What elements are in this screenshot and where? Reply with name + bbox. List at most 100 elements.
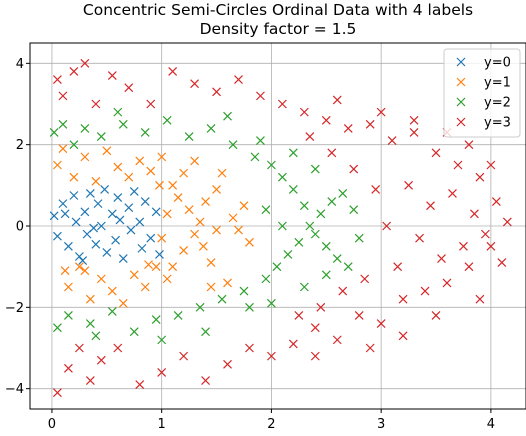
data-point bbox=[107, 71, 117, 80]
data-point bbox=[157, 233, 167, 243]
data-point bbox=[256, 136, 265, 146]
data-point bbox=[223, 359, 232, 369]
data-point bbox=[190, 229, 200, 239]
data-point bbox=[78, 256, 88, 265]
data-point bbox=[470, 209, 479, 219]
chart-title-line2: Density factor = 1.5 bbox=[200, 20, 357, 38]
data-point bbox=[261, 205, 271, 215]
data-point bbox=[53, 231, 62, 241]
data-point bbox=[107, 209, 117, 219]
data-point bbox=[107, 286, 117, 296]
data-point bbox=[144, 260, 153, 270]
data-point bbox=[201, 197, 210, 207]
data-point bbox=[85, 189, 95, 198]
data-point bbox=[486, 241, 496, 251]
data-point bbox=[80, 207, 90, 217]
data-point bbox=[129, 270, 139, 280]
data-point bbox=[371, 184, 381, 194]
data-point bbox=[426, 201, 435, 211]
data-point bbox=[146, 166, 156, 176]
grid-lines bbox=[30, 43, 526, 409]
data-point bbox=[190, 79, 200, 89]
data-point bbox=[475, 294, 485, 304]
data-point bbox=[118, 119, 128, 129]
data-point bbox=[332, 335, 342, 345]
data-point bbox=[162, 209, 172, 219]
data-point bbox=[129, 327, 139, 337]
data-point bbox=[58, 119, 68, 129]
legend-label: y=1 bbox=[484, 76, 511, 91]
data-point bbox=[100, 184, 110, 194]
data-point bbox=[89, 223, 99, 233]
legend-label: y=3 bbox=[484, 116, 511, 131]
data-point bbox=[85, 294, 95, 304]
data-point bbox=[184, 132, 194, 141]
data-point bbox=[327, 148, 337, 158]
data-point bbox=[223, 111, 232, 121]
data-point bbox=[288, 339, 298, 349]
data-point bbox=[228, 213, 238, 223]
series-2 bbox=[49, 107, 364, 345]
data-point bbox=[354, 311, 364, 320]
data-point bbox=[497, 258, 507, 268]
data-point bbox=[157, 335, 167, 345]
data-point bbox=[60, 266, 70, 276]
data-point bbox=[453, 160, 463, 170]
data-point bbox=[217, 168, 227, 178]
data-point bbox=[53, 160, 62, 170]
y-tick-label: 0 bbox=[16, 220, 24, 235]
data-point bbox=[53, 388, 62, 398]
data-point bbox=[316, 302, 326, 312]
data-point bbox=[415, 233, 424, 243]
data-point bbox=[102, 146, 112, 156]
data-point bbox=[431, 148, 441, 158]
data-point bbox=[272, 262, 282, 272]
data-point bbox=[93, 199, 103, 209]
data-point bbox=[409, 115, 419, 125]
data-point bbox=[80, 123, 90, 133]
data-point bbox=[135, 156, 145, 166]
data-point bbox=[179, 245, 189, 255]
series-0 bbox=[49, 184, 164, 265]
data-point bbox=[234, 225, 243, 235]
data-point bbox=[376, 107, 386, 117]
data-point bbox=[206, 123, 216, 133]
data-point bbox=[162, 115, 172, 125]
data-point bbox=[151, 207, 161, 217]
data-point bbox=[184, 205, 194, 215]
data-point bbox=[63, 363, 73, 373]
data-point bbox=[332, 254, 342, 263]
data-point bbox=[288, 184, 298, 194]
data-point bbox=[63, 241, 73, 251]
data-point bbox=[299, 282, 309, 292]
data-point bbox=[294, 237, 304, 247]
data-point bbox=[321, 241, 331, 251]
data-point bbox=[53, 323, 62, 333]
x-tick-label: 3 bbox=[377, 417, 385, 432]
data-point bbox=[239, 201, 249, 211]
data-point bbox=[146, 99, 156, 109]
data-point bbox=[310, 351, 320, 361]
data-point bbox=[206, 258, 216, 268]
data-point bbox=[85, 319, 95, 329]
data-point bbox=[217, 294, 227, 304]
data-point bbox=[58, 91, 68, 101]
data-point bbox=[486, 160, 496, 170]
x-tick-label: 2 bbox=[267, 417, 275, 432]
data-point bbox=[69, 140, 79, 150]
data-point bbox=[266, 160, 276, 170]
data-point bbox=[376, 319, 386, 329]
data-point bbox=[173, 193, 183, 202]
data-point bbox=[212, 225, 221, 235]
data-point bbox=[96, 132, 106, 141]
data-point bbox=[49, 128, 59, 137]
data-point bbox=[245, 343, 254, 353]
data-point bbox=[266, 351, 276, 361]
data-point bbox=[343, 123, 353, 133]
data-point bbox=[310, 323, 320, 333]
data-point bbox=[155, 250, 164, 259]
data-point bbox=[256, 91, 265, 101]
data-point bbox=[71, 217, 81, 227]
data-point bbox=[387, 136, 397, 146]
